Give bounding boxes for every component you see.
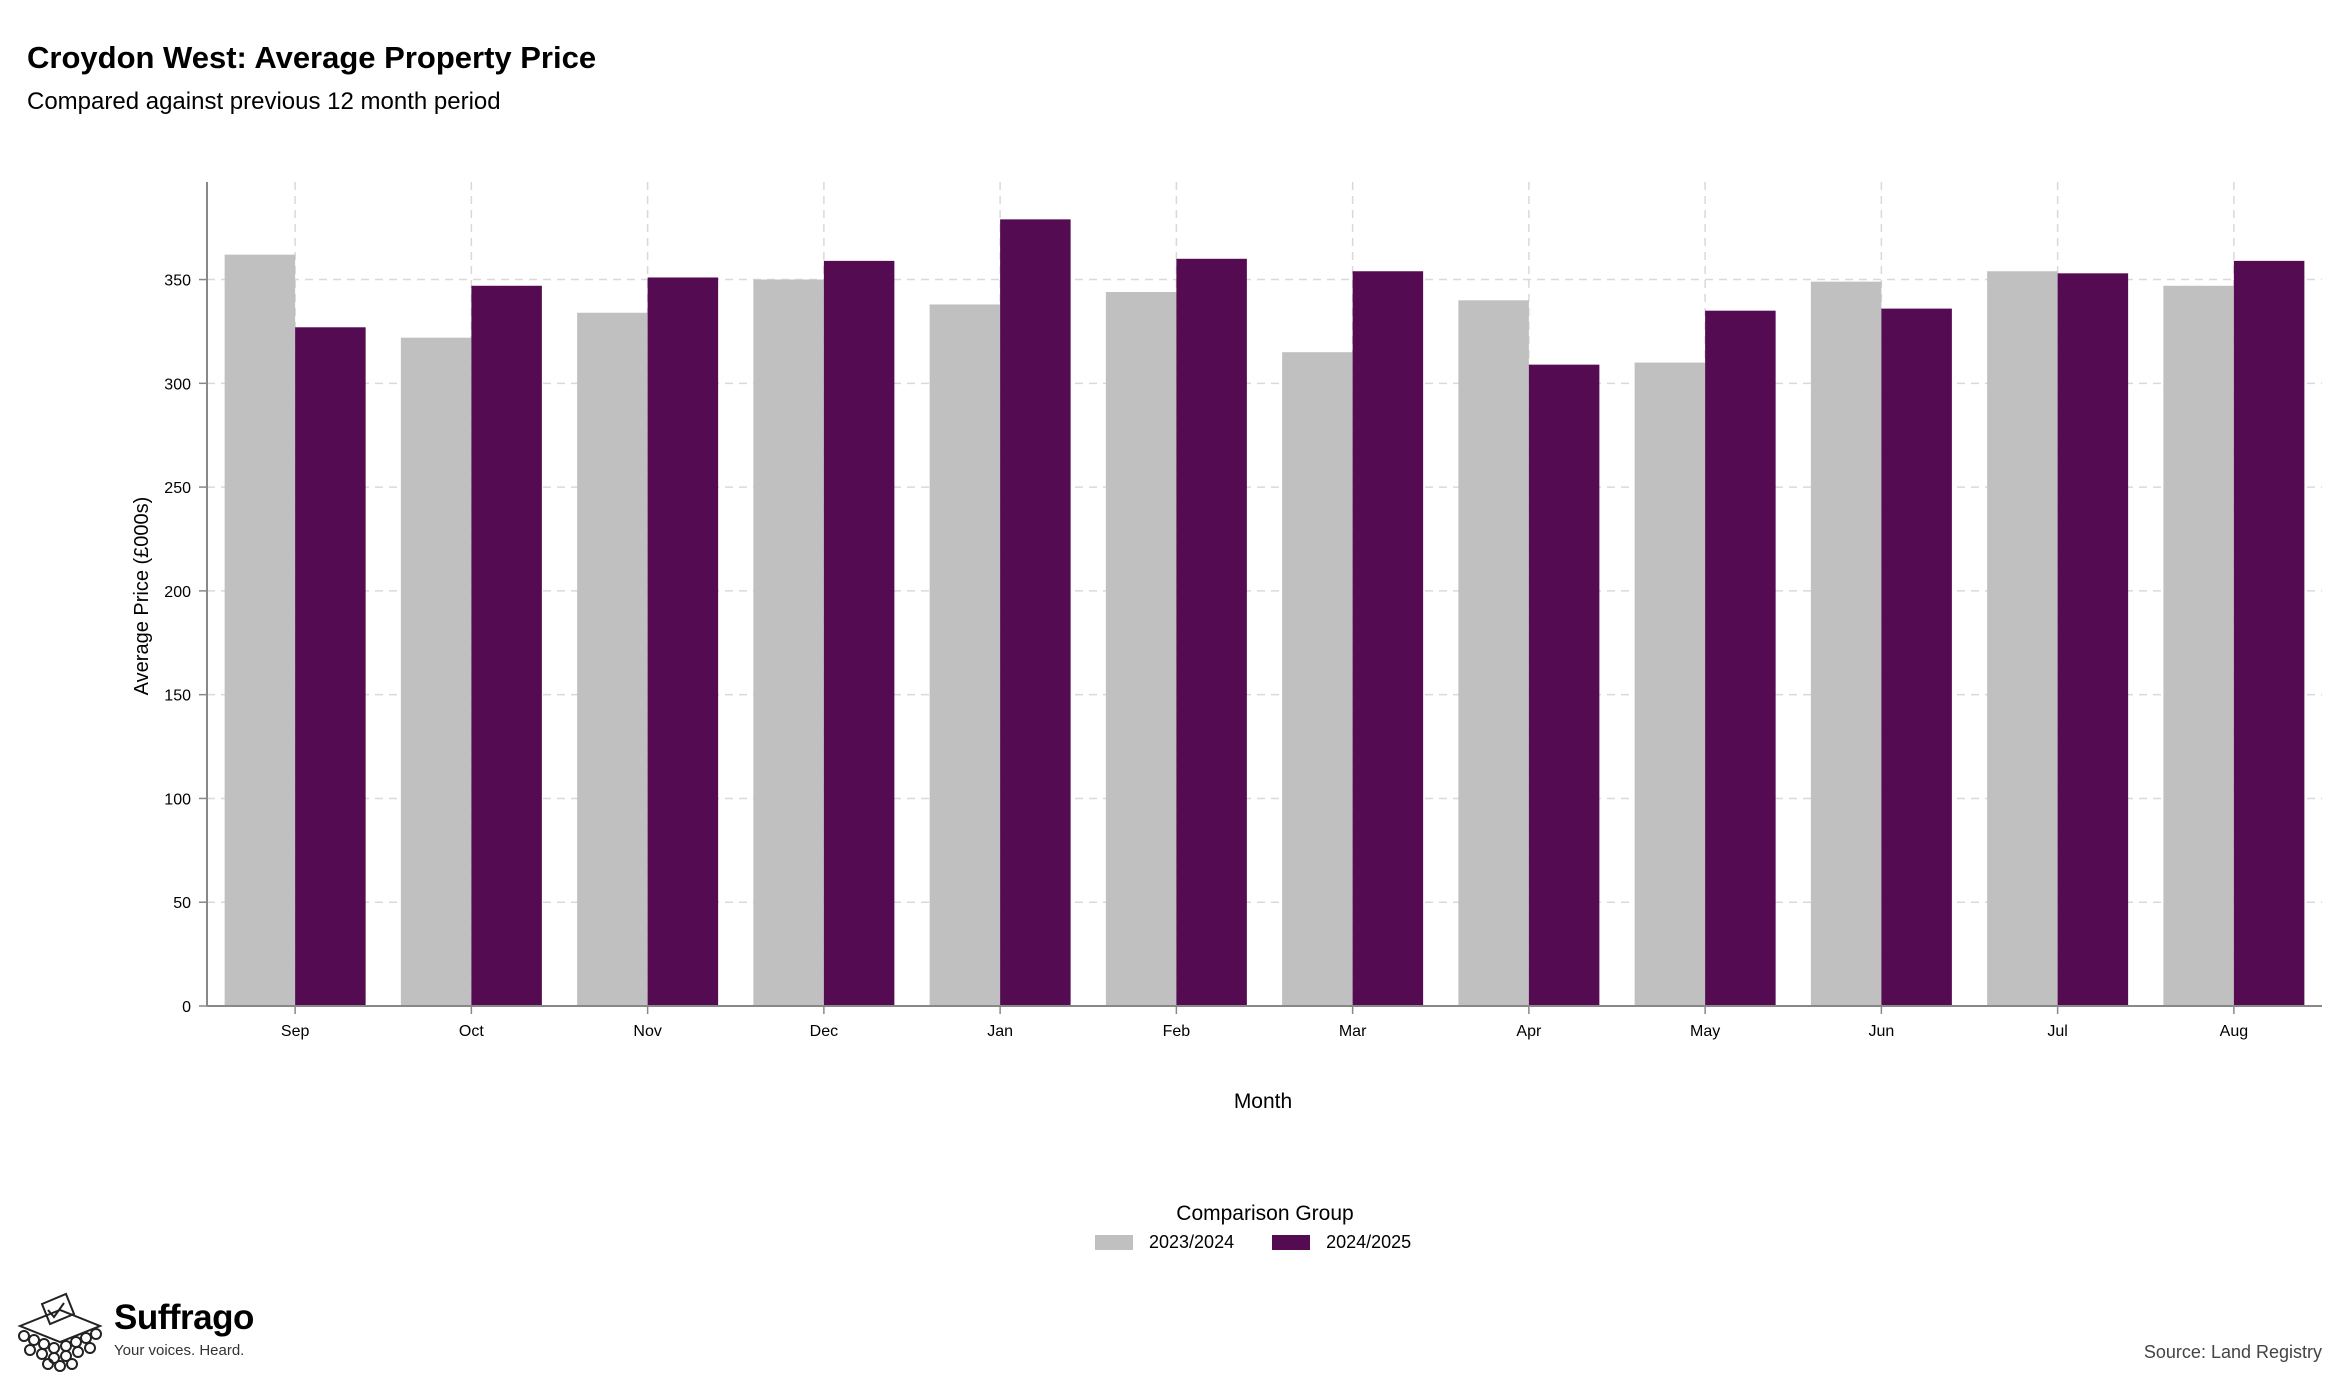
legend-swatch-2024-2025 <box>1272 1235 1311 1250</box>
x-tick-label: Oct <box>459 1023 484 1040</box>
chart-subtitle: Compared against previous 12 month perio… <box>27 88 501 115</box>
bar-2024-2025-sep <box>295 327 366 1006</box>
bar-2023-2024-jan <box>929 304 1001 1006</box>
y-tick-label: 100 <box>164 791 191 808</box>
bar-2023-2024-jun <box>1810 281 1882 1006</box>
bar-2024-2025-jun <box>1881 308 1952 1006</box>
legend: 2023/2024 2024/2025 <box>1095 1232 1449 1253</box>
x-tick-label: May <box>1690 1023 1720 1040</box>
bar-2023-2024-oct <box>400 337 472 1007</box>
y-tick-label: 300 <box>164 376 191 393</box>
x-tick-label: Jan <box>987 1023 1013 1040</box>
bar-2023-2024-feb <box>1105 292 1177 1007</box>
bar-2024-2025-jul <box>2057 273 2129 1006</box>
bar-2023-2024-dec <box>753 279 824 1006</box>
bar-2024-2025-apr <box>1528 364 1600 1006</box>
legend-swatch-2023-2024 <box>1095 1235 1133 1250</box>
bar-2023-2024-nov <box>577 312 648 1006</box>
x-tick-label: Jun <box>1868 1023 1894 1040</box>
bar-2024-2025-nov <box>647 277 719 1006</box>
source-note: Source: Land Registry <box>2143 1342 2322 1362</box>
y-tick-label: 250 <box>164 480 191 497</box>
axes: 0 50 100 150 200 250 300 350 Sep Oct Nov Dec Jan Feb M… <box>164 182 2322 1040</box>
x-tick-label: Feb <box>1163 1023 1191 1040</box>
bar-2024-2025-oct <box>471 285 542 1007</box>
bar-2024-2025-mar <box>1352 271 1424 1006</box>
brand-tagline: Your voices. Heard. <box>114 1342 245 1359</box>
x-tick-label: Aug <box>2220 1023 2248 1040</box>
legend-label-2024-2025: 2024/2025 <box>1326 1232 1412 1252</box>
chart-title: Croydon West: Average Property Price <box>27 40 597 75</box>
legend-item-2023-2024: 2023/2024 <box>1095 1232 1234 1253</box>
bars <box>224 219 2305 1007</box>
x-tick-label: Sep <box>281 1023 310 1040</box>
y-tick-label: 50 <box>173 895 191 912</box>
bar-2024-2025-dec <box>823 260 895 1006</box>
brand-logo: Suffrago Your voices. Heard. <box>14 1292 254 1374</box>
bar-2023-2024-apr <box>1458 300 1529 1006</box>
y-tick-label: 150 <box>164 688 191 705</box>
y-tick-label: 350 <box>164 273 191 290</box>
legend-title: Comparison Group <box>1176 1202 1354 1225</box>
x-tick-label: Apr <box>1516 1023 1542 1040</box>
x-tick-label: Mar <box>1339 1023 1367 1040</box>
legend-label-2023-2024: 2023/2024 <box>1149 1232 1235 1252</box>
bar-2023-2024-sep <box>224 254 296 1006</box>
bar-2024-2025-jan <box>1000 219 1071 1006</box>
bar-2024-2025-may <box>1705 310 1776 1006</box>
x-tick-label: Dec <box>810 1023 838 1040</box>
y-axis-title: Average Price (£000s) <box>131 497 153 696</box>
bar-2023-2024-mar <box>1282 352 1353 1006</box>
y-tick-label: 0 <box>182 999 191 1016</box>
ballot-box-icon <box>17 1292 103 1372</box>
bar-2024-2025-feb <box>1176 258 1247 1006</box>
x-axis-title: Month <box>1234 1090 1292 1113</box>
bar-2023-2024-aug <box>2163 285 2234 1007</box>
x-tick-label: Jul <box>2047 1023 2067 1040</box>
bar-2023-2024-may <box>1634 362 1706 1006</box>
legend-item-2024-2025: 2024/2025 <box>1272 1232 1411 1253</box>
brand-name: Suffrago <box>114 1298 254 1337</box>
bar-2023-2024-jul <box>1987 271 2058 1006</box>
x-tick-label: Nov <box>633 1023 661 1040</box>
y-tick-label: 200 <box>164 584 191 601</box>
bar-2024-2025-aug <box>2233 260 2305 1006</box>
